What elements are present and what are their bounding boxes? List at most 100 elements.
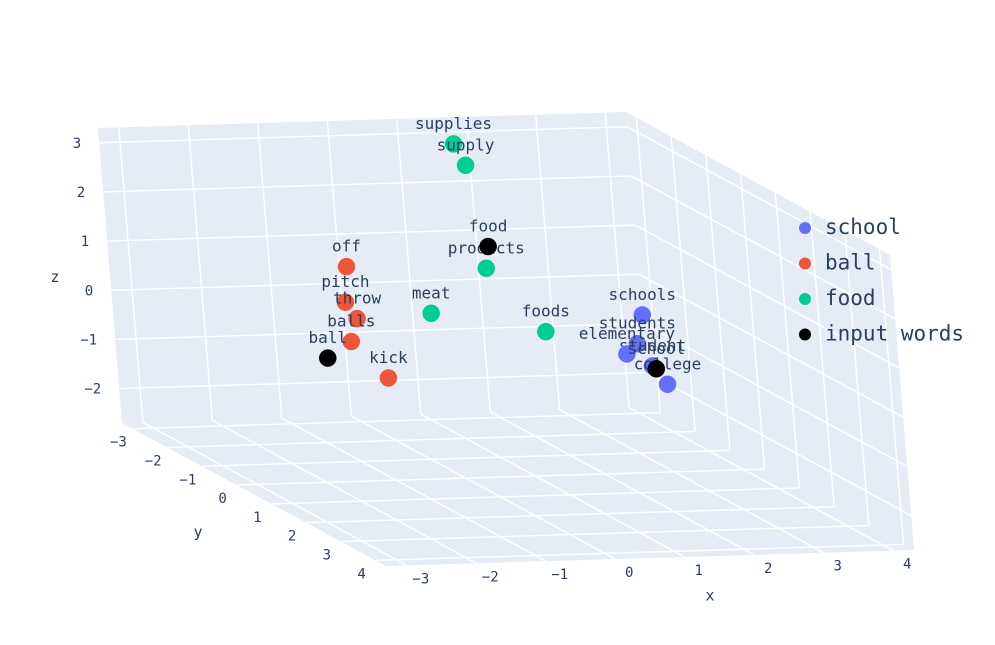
data-label: kick [369,348,408,367]
data-point [477,259,495,278]
data-point [479,237,497,256]
gridline [774,192,801,488]
gridline [187,125,214,421]
gridline [115,322,644,341]
data-label: ball [309,328,348,347]
legend-item[interactable]: ball [799,251,876,275]
gridline [670,136,696,432]
gridline [103,175,632,193]
y-tick-label: 2 [288,529,296,545]
y-tick-label: 1 [253,510,261,526]
y-tick-label: −2 [145,453,162,469]
data-label: foods [522,302,570,321]
legend-label: food [825,286,876,310]
gridline [638,273,904,418]
data-label: off [332,237,361,256]
legend-item[interactable]: school [799,215,901,239]
y-tick-label: 4 [357,566,365,582]
x-tick-label: −2 [482,569,499,585]
y-axis-title: y [193,523,202,541]
z-axis-title: z [50,268,59,286]
legend-marker [799,328,811,341]
legend-marker [799,222,811,234]
gridline [107,224,636,242]
gridline [236,468,765,486]
data-label: pitch [321,272,369,291]
z-tick-label: −2 [84,382,101,398]
z-tick-label: 2 [77,185,85,201]
gridline [340,524,869,543]
data-point [319,349,337,367]
floor-xy [122,407,914,566]
gridline [306,506,835,524]
data-point [342,332,361,351]
legend-item[interactable]: food [799,286,876,310]
x-tick-label: 3 [833,559,841,575]
legend-label: ball [825,251,876,275]
back-wall-yz [626,112,914,550]
gridline [844,230,870,526]
gridline [634,224,900,369]
y-tick-label: 0 [218,491,226,507]
z-tick-label: −1 [80,332,97,348]
legend-label: input words [825,322,964,346]
gridline [257,123,283,419]
data-label: students [599,314,676,333]
gridline [809,211,835,507]
data-point [658,375,677,394]
z-tick-label: 3 [73,136,81,152]
data-point [348,309,366,328]
gridline [396,118,422,415]
data-label: food [469,217,508,236]
x-tick-label: −3 [412,571,429,587]
x-tick-label: 4 [903,557,911,573]
back-wall-xz [98,112,650,423]
legend-marker [799,257,811,270]
legend-item[interactable]: input words [799,322,964,346]
data-point [444,135,463,153]
data-label: elementary [579,324,676,343]
x-tick-label: 1 [695,563,703,579]
data-label: throw [333,289,382,308]
y-tick-label: 3 [323,548,331,564]
gridline [626,126,892,271]
data-point [633,306,652,324]
data-point [336,293,355,311]
legend: school ball food input words [799,215,964,346]
gridline [99,126,628,144]
data-point [618,345,636,363]
gridline [201,449,730,467]
x-tick-label: 2 [764,561,772,577]
gridline [271,487,800,505]
gridline [375,543,904,562]
gridline [878,249,905,545]
gridline [534,114,561,410]
gridline [132,411,661,430]
data-label: schools [609,285,676,304]
gridline [167,430,696,449]
data-point [456,156,475,175]
gridline [705,155,731,451]
gridline [118,127,144,423]
legend-marker [799,293,811,305]
y-tick-label: −3 [110,435,127,451]
data-point [537,322,555,341]
data-label: supply [437,135,495,154]
plot-scene[interactable]: −3 −2 −1 0 1 2 3 4−3−2−101234−2−10123xyzschools… [50,112,914,605]
data-point [337,257,356,276]
data-label: meat [412,283,451,302]
data-label: student [619,336,686,355]
gridline [739,174,766,470]
gridline [642,322,908,468]
data-label: school [627,339,685,358]
data-label: supplies [415,114,492,133]
x-tick-label: 0 [625,565,633,581]
data-point [379,369,398,387]
gridline [646,371,912,517]
data-point [647,360,666,378]
x-tick-label: −1 [551,567,568,583]
data-point [422,304,440,323]
y-tick-label: −1 [179,472,196,488]
z-tick-label: 1 [81,234,89,250]
